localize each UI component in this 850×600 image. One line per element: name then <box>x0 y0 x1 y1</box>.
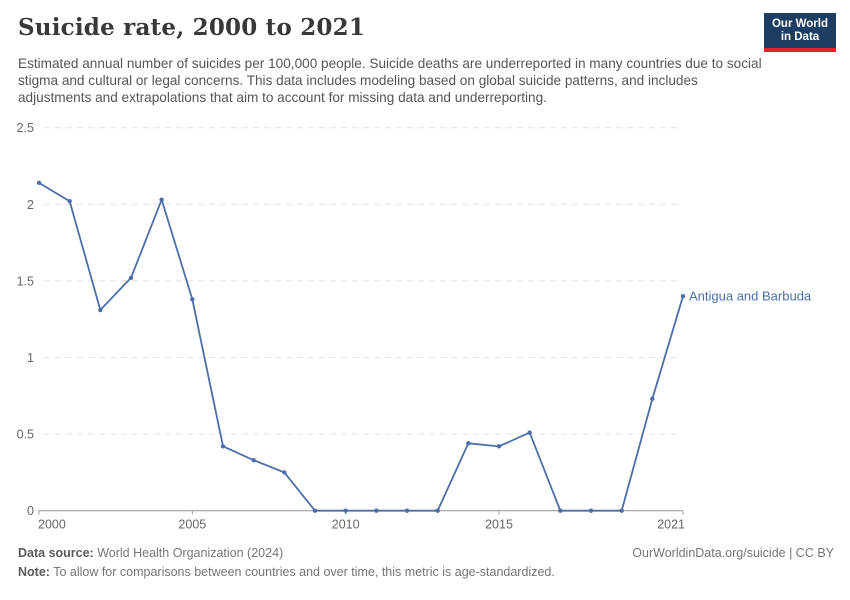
trend-line[interactable] <box>38 181 684 512</box>
x-axis-label: 2021 <box>657 518 685 532</box>
data-point[interactable] <box>128 275 134 281</box>
data-point[interactable] <box>619 508 624 513</box>
data-point[interactable] <box>36 180 42 186</box>
owid-logo-line2: in Data <box>780 31 820 43</box>
note-label: Note: <box>18 565 50 579</box>
series-label: Antigua and Barbuda <box>689 289 812 304</box>
data-source-label: Data source: <box>18 546 94 560</box>
data-point[interactable] <box>251 457 256 463</box>
data-point[interactable] <box>159 197 164 202</box>
data-point[interactable] <box>220 444 226 449</box>
x-axis-label: 2005 <box>178 518 206 532</box>
data-point[interactable] <box>374 508 379 513</box>
data-point[interactable] <box>588 508 594 513</box>
data-point[interactable] <box>466 441 471 446</box>
data-point[interactable] <box>67 199 72 204</box>
data-point[interactable] <box>190 297 195 302</box>
data-point[interactable] <box>343 508 348 513</box>
data-point[interactable] <box>650 396 655 402</box>
x-axis-label: 2010 <box>332 518 360 532</box>
chart-note: Note: To allow for comparisons between c… <box>18 565 834 579</box>
data-point[interactable] <box>496 444 502 449</box>
data-source: Data source: World Health Organization (… <box>18 546 283 560</box>
chart-subtitle: Estimated annual number of suicides per … <box>18 56 762 105</box>
data-point[interactable] <box>558 508 563 513</box>
y-axis-label: 2.5 <box>17 121 34 135</box>
data-point[interactable] <box>282 470 287 475</box>
note-value: To allow for comparisons between countri… <box>49 565 555 579</box>
data-point[interactable] <box>312 508 318 513</box>
data-point[interactable] <box>404 508 410 513</box>
owid-logo-line1: Our World <box>771 18 828 30</box>
owid-logo[interactable]: Our World in Data <box>764 13 836 52</box>
data-point[interactable] <box>435 508 440 513</box>
data-source-value: World Health Organization (2024) <box>93 546 284 560</box>
license-link[interactable]: OurWorldinData.org/suicide | CC BY <box>632 546 834 560</box>
footer: Data source: World Health Organization (… <box>18 546 834 579</box>
y-axis-label: 2 <box>27 198 34 212</box>
x-axis-label: 2015 <box>485 518 513 532</box>
data-point[interactable] <box>527 430 532 435</box>
data-point[interactable] <box>98 307 103 313</box>
chart-title: Suicide rate, 2000 to 2021 <box>18 14 366 41</box>
y-axis-label: 0.5 <box>17 428 34 442</box>
y-axis-label: 1.5 <box>17 274 34 288</box>
data-point[interactable] <box>680 294 686 299</box>
x-axis-label: 2000 <box>38 518 66 532</box>
y-axis-label: 0 <box>27 504 34 518</box>
y-axis-label: 1 <box>27 351 34 365</box>
